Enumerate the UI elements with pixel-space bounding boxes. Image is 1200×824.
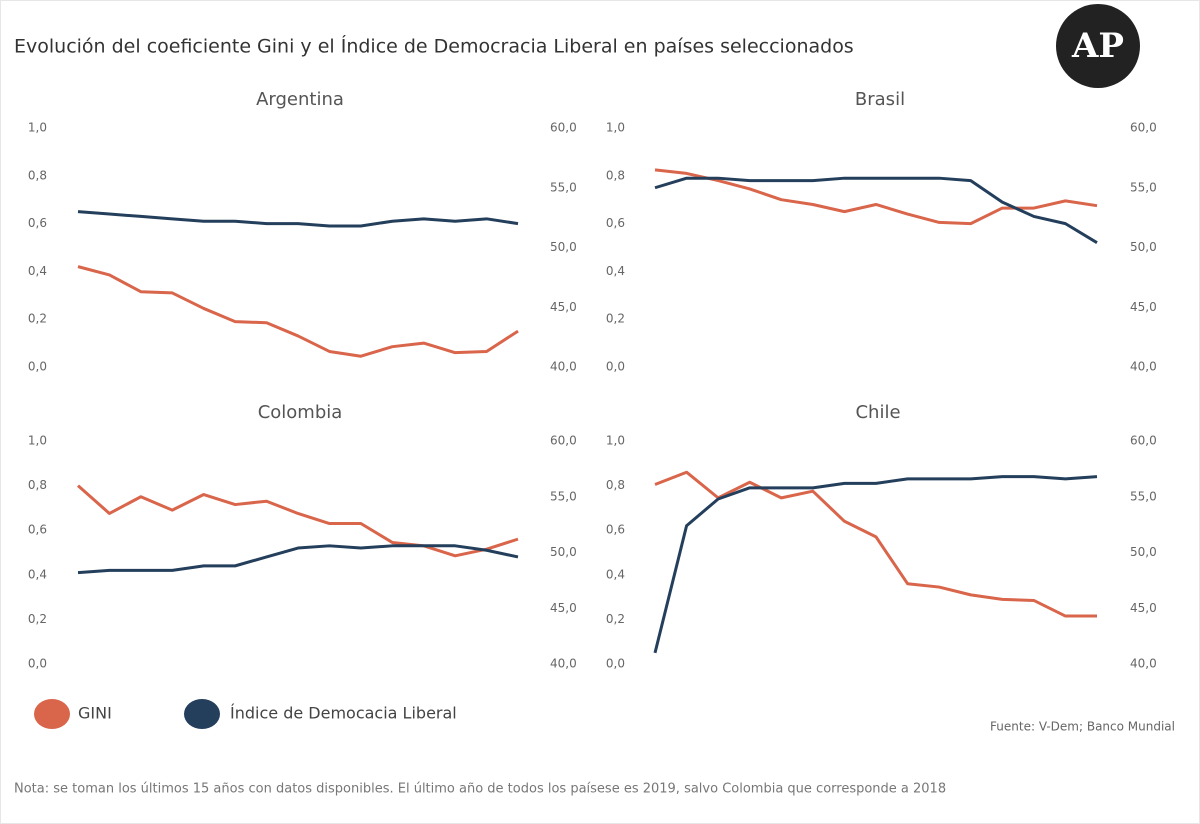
y-tick-label: 0,0 xyxy=(606,360,625,374)
y2-tick-label: 45,0 xyxy=(1130,601,1157,615)
chart-title: Evolución del coeficiente Gini y el Índi… xyxy=(14,35,854,58)
y-tick-label: 1,0 xyxy=(606,121,625,135)
legend-swatch xyxy=(184,699,220,729)
y-tick-label: 1,0 xyxy=(28,121,47,135)
panel-title: Argentina xyxy=(256,89,344,110)
y2-tick-label: 60,0 xyxy=(550,121,577,135)
y2-tick-label: 45,0 xyxy=(550,601,577,615)
y-tick-label: 0,0 xyxy=(606,657,625,671)
y-tick-label: 0,2 xyxy=(28,612,47,626)
y2-tick-label: 60,0 xyxy=(1130,434,1157,448)
logo-circle xyxy=(1056,4,1140,88)
y2-tick-label: 50,0 xyxy=(1130,240,1157,254)
y-tick-label: 0,2 xyxy=(606,312,625,326)
y-tick-label: 0,0 xyxy=(28,360,47,374)
y-tick-label: 0,4 xyxy=(606,264,625,278)
y-tick-label: 0,8 xyxy=(28,478,47,492)
y2-tick-label: 50,0 xyxy=(1130,545,1157,559)
panel-title: Brasil xyxy=(855,89,905,110)
y-tick-label: 0,8 xyxy=(606,478,625,492)
series-line xyxy=(77,484,519,558)
y2-tick-label: 40,0 xyxy=(550,360,577,374)
y-tick-label: 1,0 xyxy=(28,434,47,448)
series-line xyxy=(653,475,1098,654)
series-line xyxy=(77,544,519,575)
y-tick-label: 0,6 xyxy=(606,216,625,230)
series-line xyxy=(654,176,1098,245)
y2-tick-label: 55,0 xyxy=(550,180,577,194)
legend-label: Índice de Democacia Liberal xyxy=(230,704,457,723)
panel-title: Colombia xyxy=(258,402,343,423)
y-tick-label: 0,6 xyxy=(606,523,625,537)
source: Fuente: V-Dem; Banco Mundial xyxy=(990,720,1175,734)
y2-tick-label: 60,0 xyxy=(1130,121,1157,135)
note: Nota: se toman los últimos 15 años con d… xyxy=(14,782,946,797)
y-tick-label: 0,4 xyxy=(28,264,47,278)
y-tick-label: 0,6 xyxy=(28,523,47,537)
y-tick-label: 0,2 xyxy=(606,612,625,626)
y2-tick-label: 60,0 xyxy=(550,434,577,448)
y2-tick-label: 45,0 xyxy=(1130,300,1157,314)
y2-tick-label: 50,0 xyxy=(550,545,577,559)
y2-tick-label: 55,0 xyxy=(550,489,577,503)
y2-tick-label: 40,0 xyxy=(550,657,577,671)
y-tick-label: 1,0 xyxy=(606,434,625,448)
series-line xyxy=(77,210,519,228)
y2-tick-label: 55,0 xyxy=(1130,180,1157,194)
y-tick-label: 0,6 xyxy=(28,216,47,230)
legend-label: GINI xyxy=(78,704,112,723)
y2-tick-label: 55,0 xyxy=(1130,489,1157,503)
y-tick-label: 0,4 xyxy=(28,567,47,581)
series-line xyxy=(654,168,1098,226)
y-tick-label: 0,8 xyxy=(28,168,47,182)
y-tick-label: 0,8 xyxy=(606,168,625,182)
y-tick-label: 0,2 xyxy=(28,312,47,326)
series-line xyxy=(77,265,519,358)
series-line xyxy=(654,470,1097,618)
legend-swatch xyxy=(34,699,70,729)
y2-tick-label: 40,0 xyxy=(1130,360,1157,374)
y2-tick-label: 50,0 xyxy=(550,240,577,254)
logo: AP xyxy=(1071,26,1124,66)
y-tick-label: 0,0 xyxy=(28,657,47,671)
y2-tick-label: 40,0 xyxy=(1130,657,1157,671)
y-tick-label: 0,4 xyxy=(606,567,625,581)
y2-tick-label: 45,0 xyxy=(550,300,577,314)
panel-title: Chile xyxy=(855,402,900,423)
